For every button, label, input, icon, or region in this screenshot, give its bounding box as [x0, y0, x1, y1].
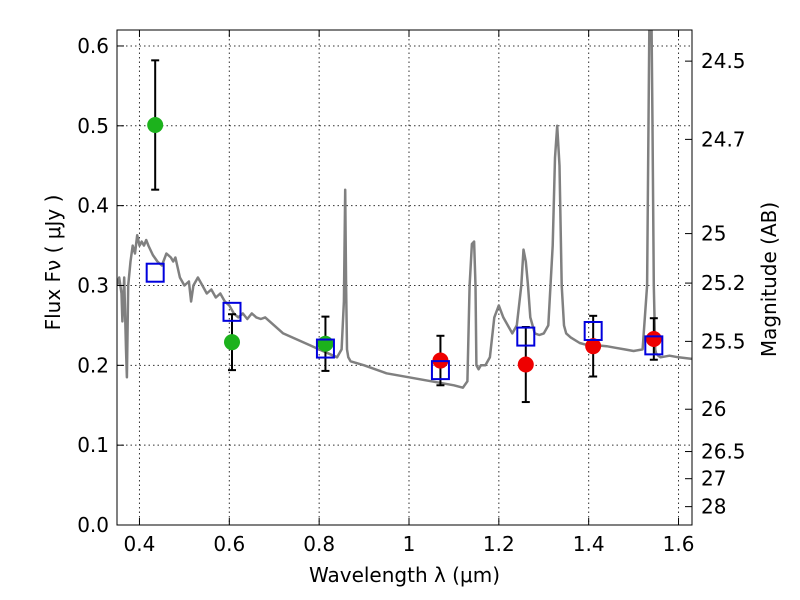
green-point	[147, 117, 164, 134]
x-tick-label: 1.4	[573, 532, 605, 556]
right-tick-label: 28	[701, 495, 726, 519]
blue-square-point	[315, 338, 335, 359]
y-tick-label: 0.4	[77, 194, 109, 218]
blue-square-point	[222, 301, 242, 322]
right-tick-label: 25	[701, 222, 726, 246]
x-tick-label: 1.6	[663, 532, 695, 556]
data-points	[145, 59, 664, 404]
y-tick-label: 0.2	[77, 353, 109, 377]
blue-square-point	[516, 326, 536, 347]
y-tick-label: 0.3	[77, 273, 109, 297]
plot-frame	[116, 29, 693, 526]
y-tick-label: 0.1	[77, 433, 109, 457]
y-tick-label: 0.0	[77, 513, 109, 537]
red-point	[585, 338, 602, 355]
blue-square-point	[644, 335, 664, 356]
model-spectrum-line	[117, 30, 692, 389]
right-tick-label: 25.5	[701, 329, 746, 353]
y-axis-label-right: Magnitude (AB)	[757, 202, 781, 357]
red-point	[517, 356, 534, 373]
x-tick-label: 1.2	[483, 532, 515, 556]
right-tick-label: 24.7	[701, 127, 746, 151]
green-point	[317, 335, 334, 352]
x-tick-label: 1	[403, 532, 416, 556]
right-tick-label: 26.5	[701, 440, 746, 464]
x-tick-label: 0.8	[303, 532, 335, 556]
right-tick-label: 25.2	[701, 271, 746, 295]
y-tick-label: 0.6	[77, 34, 109, 58]
green-point	[224, 334, 240, 351]
x-tick-label: 0.4	[124, 532, 156, 556]
right-tick-label: 24.5	[701, 49, 746, 73]
right-tick-label: 27	[701, 467, 726, 491]
x-tick-label: 0.6	[213, 532, 245, 556]
red-point	[645, 330, 662, 347]
x-axis-label: Wavelength λ (μm)	[309, 563, 500, 587]
tick-labels: 0.4 0.6 0.8 1 1.2 1.4 1.6 0.0 0.1 0.2 0.3 0.4 0.5 0.6…	[77, 34, 745, 556]
y-axis-label: Flux Fν ( μJy )	[41, 195, 65, 331]
grid	[117, 30, 692, 526]
blue-square-point	[583, 320, 603, 341]
blue-square-point	[145, 262, 165, 283]
model-spectrum	[117, 30, 692, 389]
right-tick-label: 26	[701, 397, 726, 421]
blue-square-point	[430, 360, 450, 381]
axis-ticks	[117, 30, 692, 526]
y-tick-label: 0.5	[77, 114, 109, 138]
